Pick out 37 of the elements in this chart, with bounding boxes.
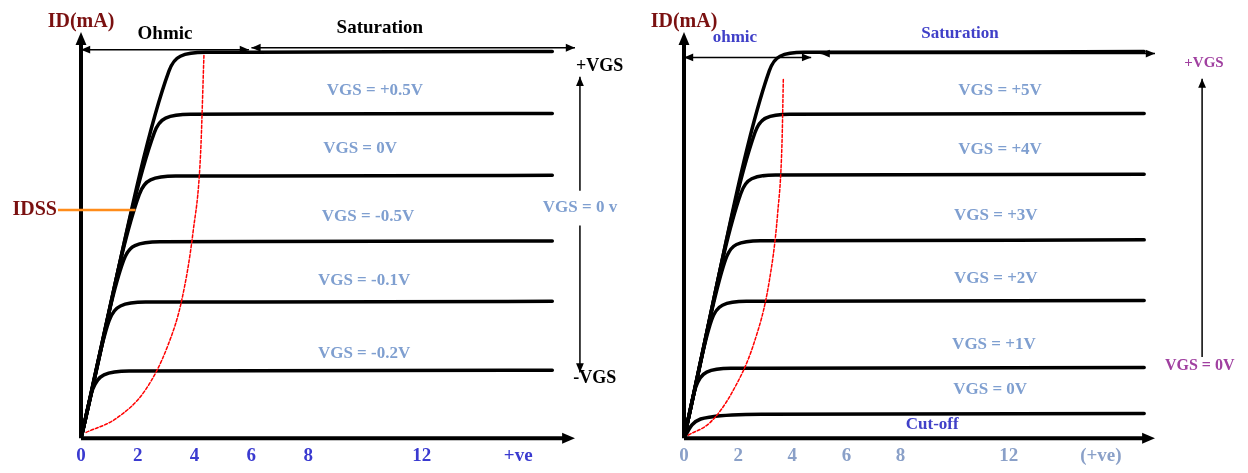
- text: +VGS: [1184, 54, 1224, 71]
- annotation: VGS = +2V: [954, 268, 1039, 288]
- x-tick-label: 8: [303, 443, 313, 465]
- x-tick-label: 4: [189, 443, 200, 465]
- y-axis-title: ID(mA): [47, 9, 115, 33]
- text: +VGS: [576, 54, 624, 75]
- ref-line-label: IDSS: [12, 197, 57, 220]
- x-tick-label: 6: [246, 443, 257, 465]
- annotation: VGS = 0 v: [542, 196, 618, 216]
- y-axis-title: ID(mA): [650, 9, 718, 33]
- text: Saturation: [336, 16, 424, 38]
- x-tick-label: 6: [841, 443, 852, 465]
- x-tick-label: 2: [133, 443, 143, 465]
- annotation: VGS = -0.2V: [317, 343, 411, 363]
- annotation: Cut-off: [905, 414, 959, 434]
- x-tick-label: +ve: [503, 443, 533, 465]
- annotation: VGS = +3V: [954, 204, 1039, 224]
- annotation: -VGS: [573, 366, 617, 387]
- x-tick-label: (+ve): [1080, 443, 1122, 466]
- text: VGS = 0V: [1164, 355, 1235, 373]
- annotation: VGS = 0V: [953, 378, 1028, 398]
- x-tick-label: 4: [787, 443, 798, 465]
- text: Saturation: [921, 23, 1000, 43]
- x-tick-label: 8: [895, 443, 906, 465]
- annotation: VGS = -0.5V: [321, 206, 415, 226]
- annotation: VGS = -0.1V: [317, 269, 411, 289]
- annotation: VGS = +1V: [952, 334, 1037, 354]
- annotation: VGS = +0.5V: [326, 79, 424, 99]
- annotation: VGS = +5V: [958, 79, 1043, 99]
- x-tick-label: 0: [679, 443, 689, 465]
- x-tick-label: 0: [76, 443, 86, 465]
- x-tick-label: 12: [412, 443, 432, 465]
- annotation: VGS = 0V: [323, 137, 398, 157]
- annotation: VGS = +4V: [958, 138, 1043, 158]
- x-tick-label: 12: [999, 443, 1019, 465]
- x-tick-label: 2: [733, 443, 743, 465]
- text: Ohmic: [137, 22, 193, 44]
